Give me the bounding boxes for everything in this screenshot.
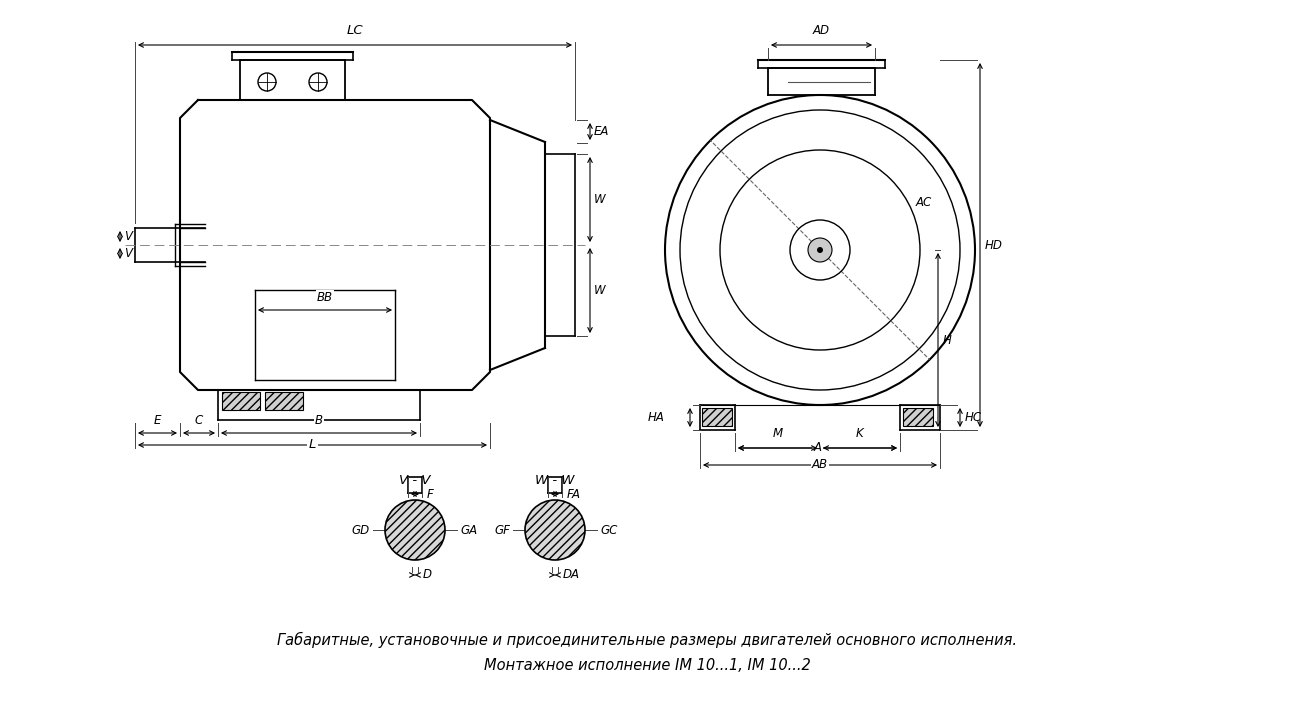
Bar bbox=[221, 392, 260, 410]
Text: W - W: W - W bbox=[535, 474, 575, 487]
Text: DA: DA bbox=[563, 569, 580, 582]
Text: HC: HC bbox=[965, 411, 982, 424]
Text: K: K bbox=[856, 427, 864, 440]
Text: H: H bbox=[943, 333, 952, 346]
Text: E: E bbox=[154, 414, 161, 427]
Bar bbox=[265, 392, 303, 410]
Text: V: V bbox=[124, 247, 132, 260]
Text: BB: BB bbox=[317, 291, 333, 304]
Text: FA: FA bbox=[567, 487, 581, 500]
Text: HA: HA bbox=[648, 411, 666, 424]
Text: V: V bbox=[124, 230, 132, 243]
Text: Монтажное исполнение IM 10...1, IM 10...2: Монтажное исполнение IM 10...1, IM 10...… bbox=[483, 657, 811, 672]
Text: GD: GD bbox=[352, 523, 370, 536]
Text: M: M bbox=[772, 427, 782, 440]
Text: LC: LC bbox=[347, 24, 364, 37]
Circle shape bbox=[524, 500, 585, 560]
Text: D: D bbox=[423, 569, 433, 582]
Text: B: B bbox=[315, 414, 322, 427]
Bar bbox=[903, 408, 932, 426]
Text: F: F bbox=[427, 487, 434, 500]
Text: EA: EA bbox=[594, 125, 610, 138]
Bar bbox=[702, 408, 732, 426]
Text: AB: AB bbox=[812, 458, 828, 471]
Text: AD: AD bbox=[813, 24, 830, 37]
Text: HD: HD bbox=[985, 238, 1002, 251]
Circle shape bbox=[385, 500, 445, 560]
Text: W: W bbox=[594, 193, 606, 206]
Text: V - V: V - V bbox=[399, 474, 431, 487]
Circle shape bbox=[808, 238, 831, 262]
Text: Габаритные, установочные и присоединительные размеры двигателей основного исполн: Габаритные, установочные и присоединител… bbox=[277, 632, 1017, 648]
Text: GC: GC bbox=[600, 523, 618, 536]
Circle shape bbox=[817, 247, 824, 253]
Text: A: A bbox=[813, 441, 821, 454]
Text: AC: AC bbox=[916, 197, 932, 210]
Text: W: W bbox=[594, 284, 606, 297]
Text: GA: GA bbox=[460, 523, 477, 536]
Text: C: C bbox=[194, 414, 203, 427]
Text: L: L bbox=[308, 438, 316, 451]
Text: GF: GF bbox=[495, 523, 510, 536]
